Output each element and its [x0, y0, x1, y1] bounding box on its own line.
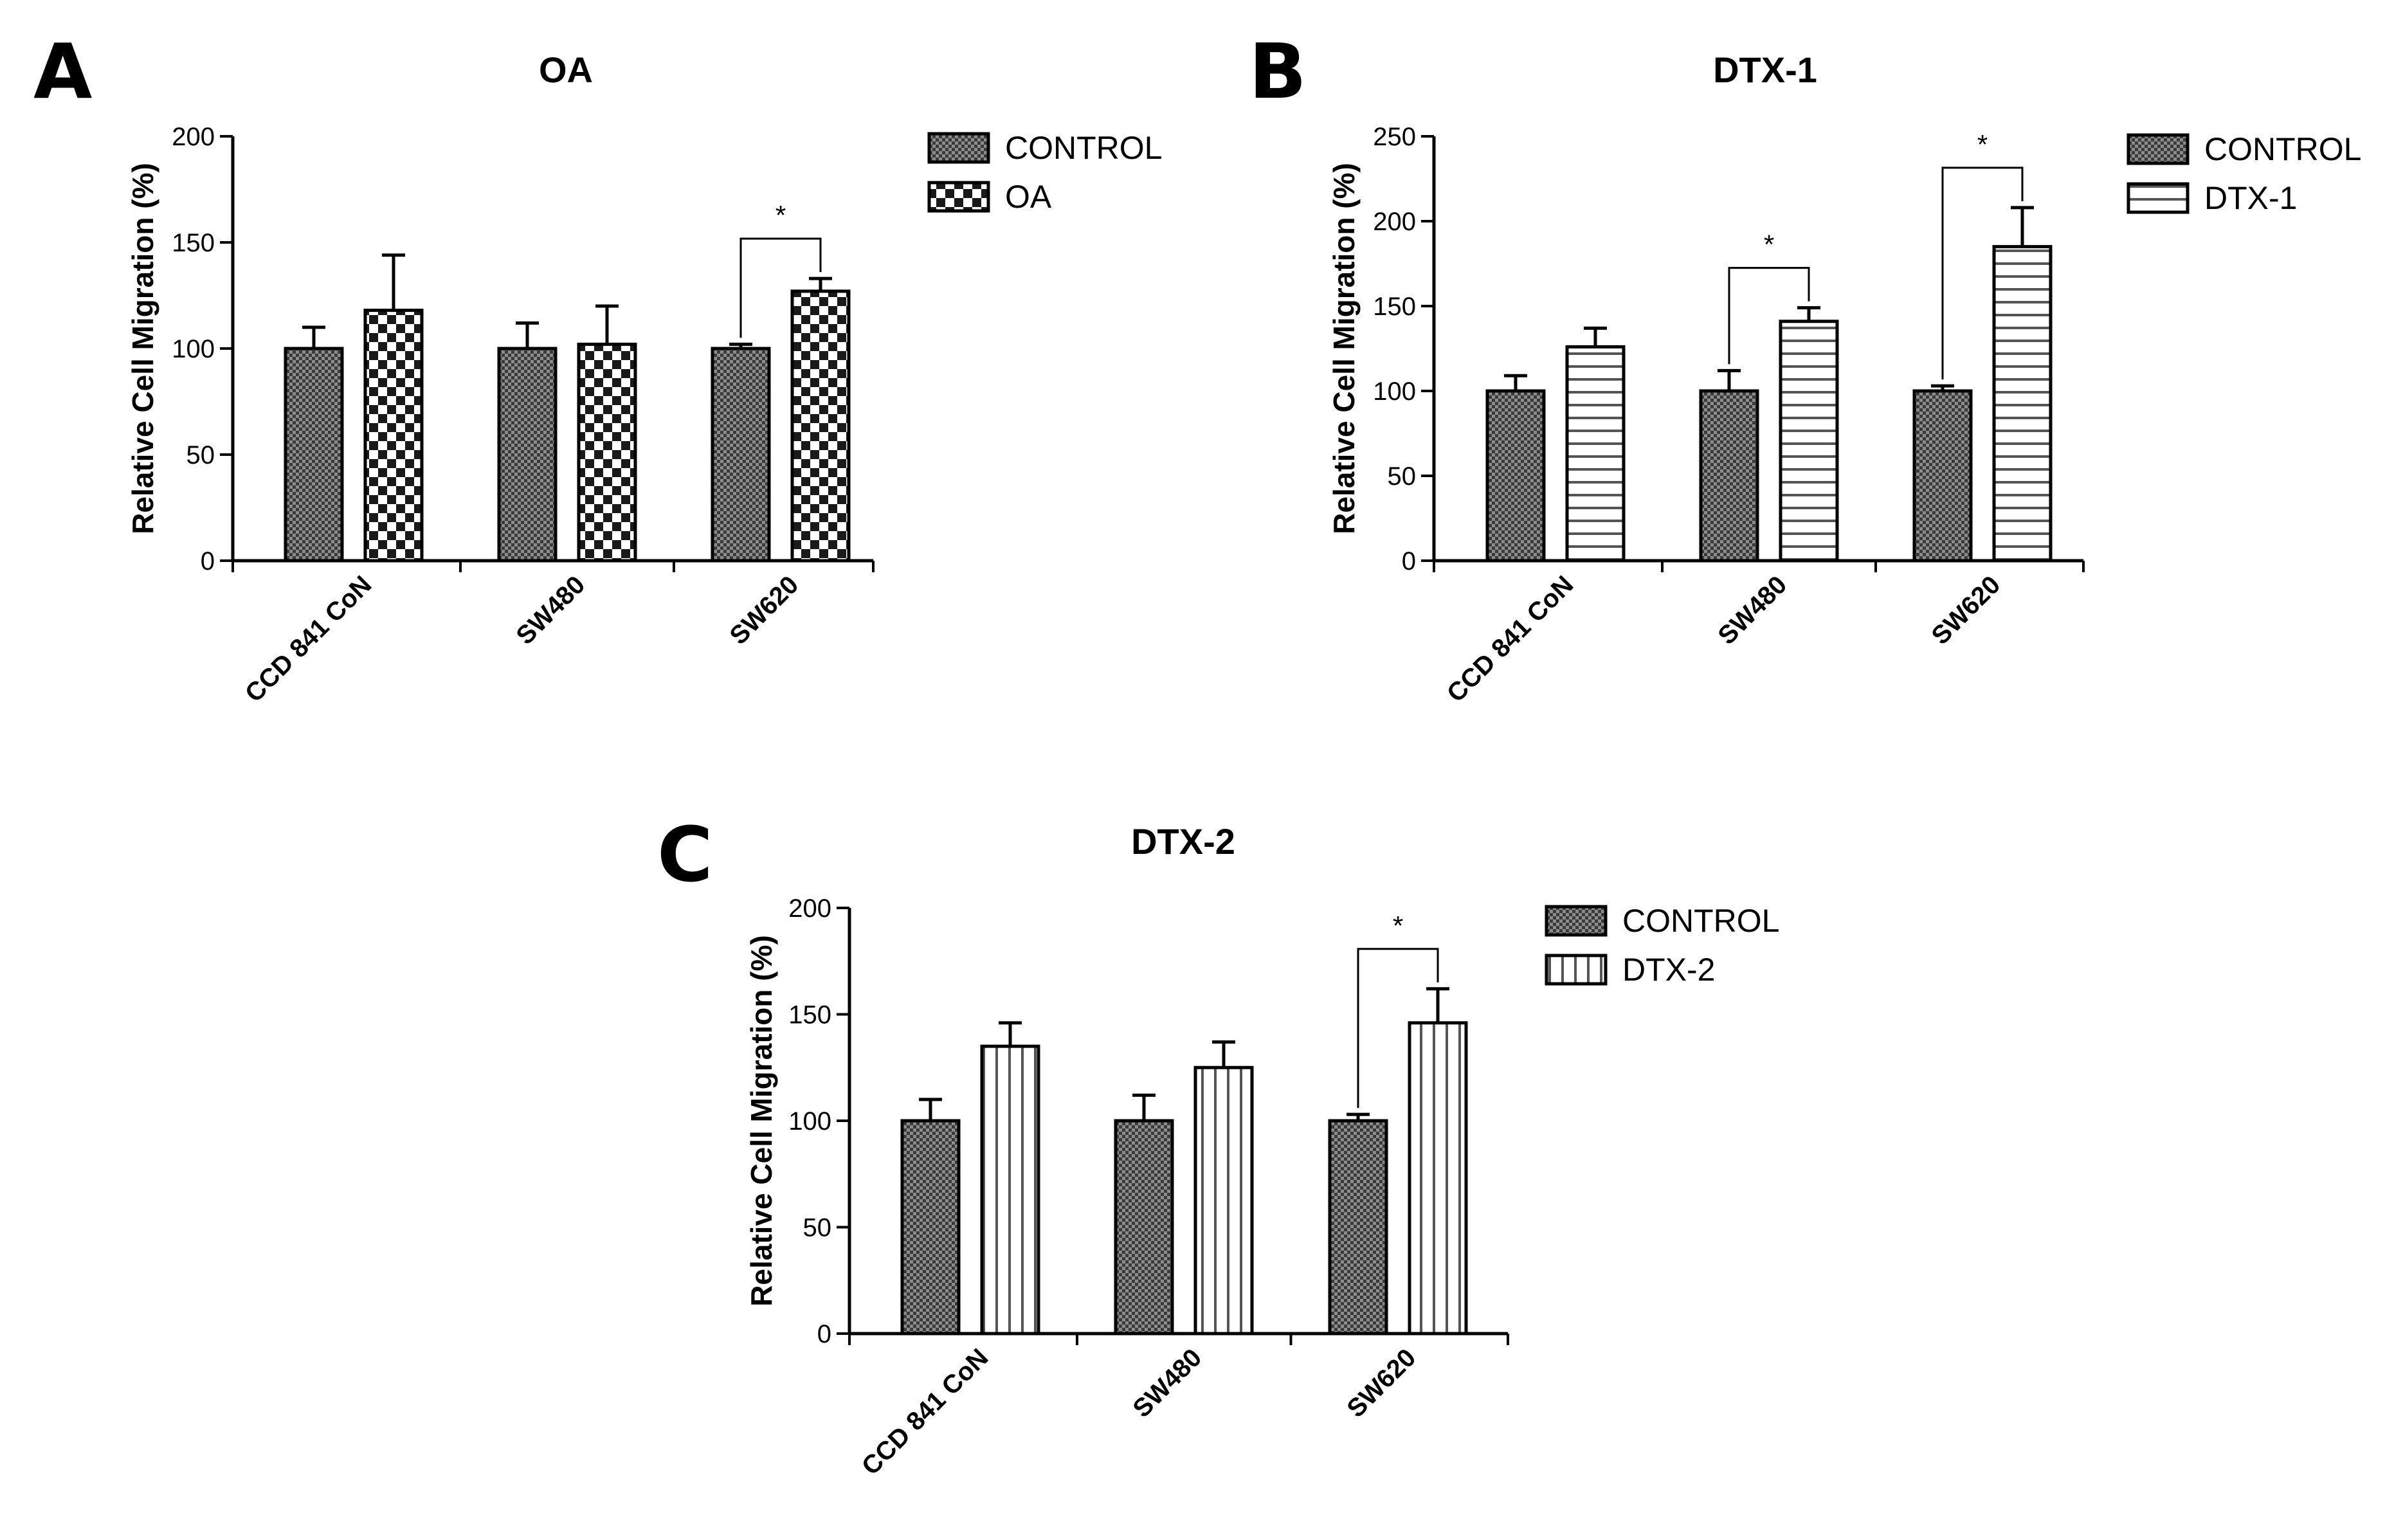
y-tick-label: 150	[172, 229, 215, 257]
legend-swatch	[2127, 133, 2190, 165]
chart-panel-c: DTX-2 Relative Cell Migration (%) 0 50 100 15…	[745, 821, 1779, 1481]
x-tick-label: CCD 841 CoN	[1442, 570, 1579, 707]
significance-star: *	[1977, 129, 1988, 159]
y-tick-label: 50	[803, 1214, 832, 1242]
legend-swatch	[2127, 182, 2190, 214]
x-tick-label: CCD 841 CoN	[240, 570, 377, 707]
bar-control-1	[1699, 389, 1759, 563]
bar-control-2	[1912, 389, 1973, 563]
bar-control-1	[497, 347, 558, 563]
y-tick-label: 100	[172, 335, 215, 363]
chart-title: DTX-1	[1713, 50, 1817, 90]
significance-star: *	[1393, 910, 1403, 941]
legend-label: CONTROL	[1622, 903, 1779, 939]
y-axis-label: Relative Cell Migration (%)	[1327, 163, 1361, 534]
legend-swatch	[1545, 905, 1608, 937]
x-tick-label: SW480	[1127, 1343, 1207, 1423]
bar-oa-0	[363, 309, 424, 563]
y-tick-label: 150	[1373, 293, 1416, 321]
chart-title: DTX-2	[1131, 821, 1235, 862]
panel-letter-b: B	[1249, 27, 1307, 116]
significance-star: *	[1764, 230, 1774, 260]
chart-title: OA	[539, 50, 593, 90]
y-tick-label: 100	[1373, 377, 1416, 406]
x-tick-label: CCD 841 CoN	[857, 1343, 993, 1480]
y-tick-label: 100	[788, 1107, 831, 1136]
y-tick-label: 50	[1388, 462, 1417, 491]
significance-bracket	[1357, 948, 1439, 1109]
y-tick-label: 250	[1373, 123, 1416, 151]
bar-control-2	[1328, 1119, 1388, 1336]
bar-dtx-1-2	[1992, 245, 2053, 563]
legend-label: CONTROL	[2204, 131, 2361, 167]
x-tick-label: SW480	[1712, 570, 1792, 650]
legend-swatch	[927, 132, 990, 164]
x-tick-label: SW620	[724, 570, 804, 650]
bar-dtx-2-0	[980, 1044, 1040, 1336]
panel-letter-c: C	[657, 810, 713, 899]
bar-control-0	[1485, 389, 1546, 563]
bar-oa-1	[577, 342, 637, 563]
bar-control-2	[711, 347, 771, 563]
legend-label: CONTROL	[1005, 130, 1162, 166]
bar-oa-2	[790, 289, 851, 563]
significance-bracket	[1728, 267, 1810, 365]
bar-control-1	[1114, 1119, 1174, 1336]
legend-swatch	[927, 181, 990, 213]
legend-label: DTX-2	[1622, 952, 1715, 988]
y-axis-label: Relative Cell Migration (%)	[745, 935, 778, 1307]
x-tick-label: SW620	[1341, 1343, 1421, 1423]
bar-control-0	[284, 347, 344, 563]
legend-swatch	[1545, 954, 1608, 986]
significance-star: *	[775, 200, 786, 230]
y-tick-label: 150	[788, 1001, 831, 1029]
bar-control-0	[900, 1119, 961, 1336]
significance-bracket	[739, 237, 822, 338]
significance-bracket	[1941, 167, 2024, 380]
y-tick-label: 200	[788, 894, 831, 923]
bar-dtx-1-0	[1565, 345, 1626, 563]
y-axis-label: Relative Cell Migration (%)	[126, 163, 159, 534]
y-tick-label: 0	[817, 1320, 831, 1348]
bar-dtx-2-1	[1193, 1065, 1254, 1336]
chart-panel-b: DTX-1 Relative Cell Migration (%) 0 50 100 15…	[1327, 50, 2361, 708]
y-tick-label: 200	[172, 123, 215, 151]
y-tick-label: 200	[1373, 208, 1416, 236]
x-tick-label: SW620	[1926, 570, 2006, 650]
chart-panel-a: OA Relative Cell Migration (%) 0 50 100 150 20…	[126, 50, 1162, 708]
y-tick-label: 50	[186, 441, 215, 469]
legend-label: DTX-1	[2204, 180, 2297, 216]
y-tick-label: 0	[201, 547, 215, 575]
bar-dtx-2-2	[1408, 1021, 1468, 1336]
x-tick-label: SW480	[511, 570, 590, 650]
panel-letter-a: A	[33, 27, 92, 116]
legend-label: OA	[1005, 179, 1052, 215]
bar-dtx-1-1	[1779, 320, 1839, 563]
y-tick-label: 0	[1402, 547, 1416, 575]
